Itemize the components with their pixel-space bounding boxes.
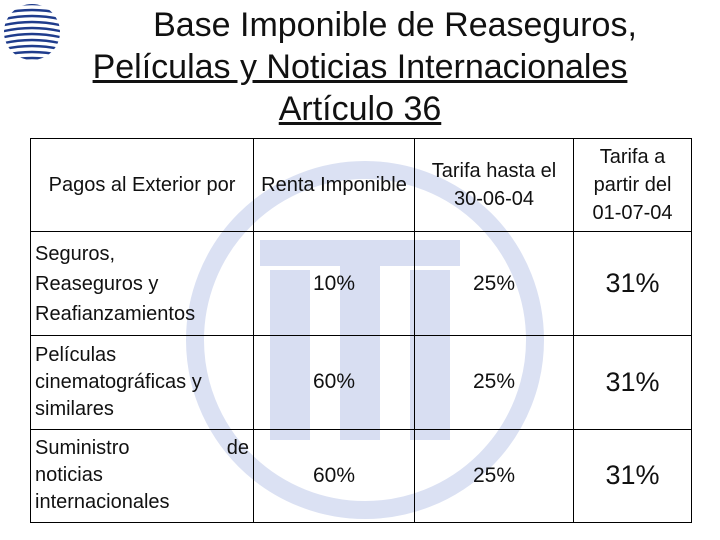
concept-line: Suministro de [35,435,249,462]
title-line-2: Películas y Noticias Internacionales [92,48,628,86]
slide-title: Base Imponible de Reaseguros, Películas … [0,4,720,130]
tarifa-new-value: 31% [573,428,692,523]
concept-line: Seguros, [35,242,116,265]
concept-line: similares [35,397,114,420]
concept-line: Reafianzamientos [35,302,196,325]
header-tarifa-old: Tarifa hasta el 30-06-04 [414,137,574,233]
row-concept: Películas cinematográficas y similares [30,335,254,430]
concept-line: cinematográficas y [35,370,202,393]
header-tarifa-new: Tarifa a partir del 01-07-04 [573,137,692,233]
globe-logo-icon [4,4,60,60]
header-pagos: Pagos al Exterior por [30,137,254,233]
tax-table: Pagos al Exterior por Renta Imponible Ta… [30,137,692,523]
concept-line: Películas [35,343,117,366]
renta-value: 60% [253,428,415,523]
title-line-3: Artículo 36 [278,90,442,128]
tarifa-new-value: 31% [573,335,692,430]
tarifa-old-value: 25% [414,335,574,430]
table-row: Suministro de noticias internacionales 6… [30,428,692,523]
concept-word: Suministro [35,437,130,460]
tarifa-old-value: 25% [414,231,574,337]
renta-value: 10% [253,231,415,337]
table-row: Películas cinematográficas y similares 6… [30,335,692,430]
table-header-row: Pagos al Exterior por Renta Imponible Ta… [30,137,692,233]
renta-value: 60% [253,335,415,430]
concept-line: internacionales [35,491,170,514]
row-concept: Suministro de noticias internacionales [30,428,254,523]
tarifa-old-value: 25% [414,428,574,523]
title-line-1: Base Imponible de Reaseguros, [153,6,637,44]
header-renta: Renta Imponible [253,137,415,233]
table-row: Seguros, Reaseguros y Reafianzamientos 1… [30,231,692,337]
concept-line: Reaseguros y [35,272,159,295]
row-concept: Seguros, Reaseguros y Reafianzamientos [30,231,254,337]
concept-line: noticias [35,464,103,487]
concept-word: de [226,437,249,460]
tarifa-new-value: 31% [573,231,692,337]
